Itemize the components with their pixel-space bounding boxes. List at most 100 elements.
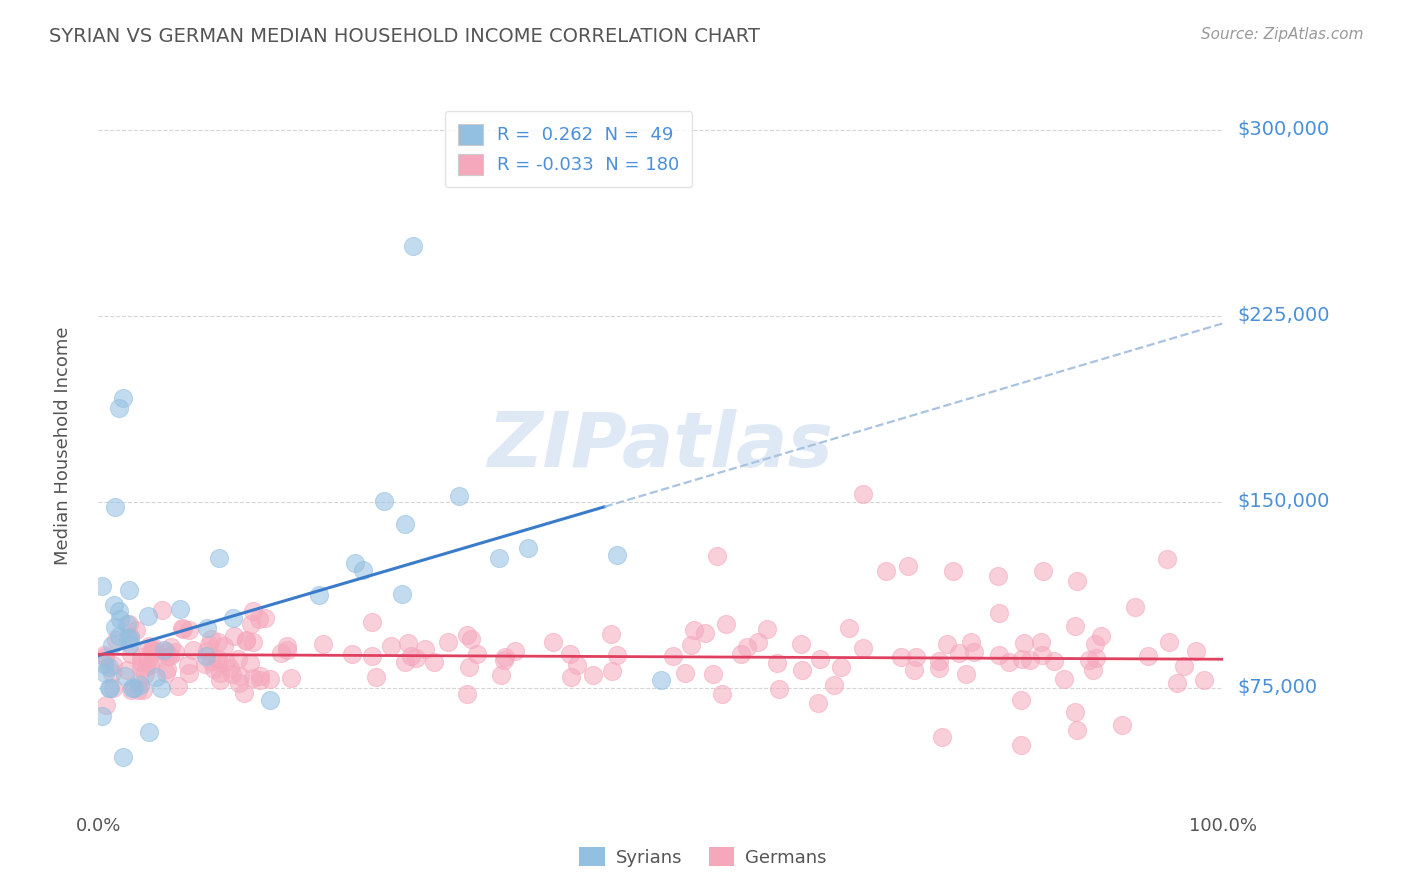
Point — [380, 639, 402, 653]
Point — [1136, 648, 1159, 663]
Point — [207, 635, 229, 649]
Point — [254, 611, 277, 625]
Point — [1010, 738, 1032, 752]
Point — [1010, 693, 1032, 707]
Point — [101, 638, 124, 652]
Point — [232, 686, 254, 700]
Point — [179, 665, 201, 680]
Point — [447, 490, 470, 504]
Point — [249, 673, 271, 688]
Point — [149, 681, 172, 695]
Point — [716, 616, 738, 631]
Point — [806, 696, 828, 710]
Point — [1064, 705, 1087, 719]
Point — [790, 637, 813, 651]
Point — [1084, 637, 1107, 651]
Point — [142, 640, 165, 655]
Point — [942, 564, 965, 578]
Point — [661, 648, 683, 663]
Point — [93, 648, 115, 662]
Point — [737, 640, 759, 654]
Text: Source: ZipAtlas.com: Source: ZipAtlas.com — [1201, 27, 1364, 42]
Point — [132, 683, 155, 698]
Point — [125, 624, 148, 638]
Point — [1018, 653, 1040, 667]
Point — [117, 664, 139, 678]
Point — [730, 647, 752, 661]
Point — [120, 683, 142, 698]
Point — [747, 634, 769, 648]
Point — [121, 681, 143, 695]
Point — [489, 667, 512, 681]
Point — [93, 657, 115, 671]
Point — [650, 673, 672, 688]
Point — [167, 679, 190, 693]
Point — [215, 655, 238, 669]
Point — [141, 641, 163, 656]
Point — [988, 648, 1011, 662]
Point — [209, 673, 232, 687]
Point — [118, 629, 141, 643]
Point — [103, 599, 125, 613]
Point — [1066, 574, 1088, 588]
Point — [1064, 619, 1087, 633]
Point — [163, 645, 186, 659]
Point — [219, 661, 242, 675]
Point — [1078, 653, 1101, 667]
Point — [114, 669, 136, 683]
Point — [494, 650, 516, 665]
Point — [276, 643, 298, 657]
Point — [1173, 658, 1195, 673]
Point — [396, 636, 419, 650]
Point — [558, 648, 581, 662]
Point — [195, 648, 218, 663]
Point — [242, 604, 264, 618]
Point — [228, 676, 250, 690]
Point — [212, 639, 235, 653]
Point — [259, 672, 281, 686]
Point — [249, 669, 271, 683]
Point — [134, 667, 156, 681]
Point — [931, 731, 953, 745]
Point — [460, 632, 482, 646]
Point — [159, 649, 181, 664]
Point — [423, 655, 446, 669]
Point — [221, 666, 243, 681]
Point — [135, 660, 157, 674]
Point — [1125, 599, 1147, 614]
Point — [1011, 652, 1033, 666]
Point — [156, 663, 179, 677]
Point — [492, 653, 515, 667]
Point — [90, 579, 112, 593]
Point — [361, 615, 384, 630]
Point — [437, 634, 460, 648]
Point — [1014, 636, 1036, 650]
Point — [582, 667, 605, 681]
Point — [138, 657, 160, 672]
Point — [128, 678, 150, 692]
Point — [394, 517, 416, 532]
Point — [270, 646, 292, 660]
Point — [195, 644, 218, 658]
Point — [364, 670, 387, 684]
Point — [247, 611, 270, 625]
Point — [1031, 648, 1053, 663]
Point — [129, 656, 152, 670]
Point — [402, 239, 425, 253]
Point — [1111, 718, 1133, 732]
Point — [98, 681, 121, 695]
Point — [308, 588, 330, 602]
Point — [768, 681, 790, 696]
Point — [200, 654, 222, 668]
Point — [790, 664, 813, 678]
Point — [988, 606, 1011, 620]
Point — [101, 666, 124, 681]
Point — [706, 549, 728, 564]
Point — [172, 622, 194, 636]
Point — [224, 629, 246, 643]
Point — [344, 557, 367, 571]
Point — [948, 646, 970, 660]
Text: ZIPatlas: ZIPatlas — [488, 409, 834, 483]
Point — [117, 631, 139, 645]
Point — [104, 500, 127, 514]
